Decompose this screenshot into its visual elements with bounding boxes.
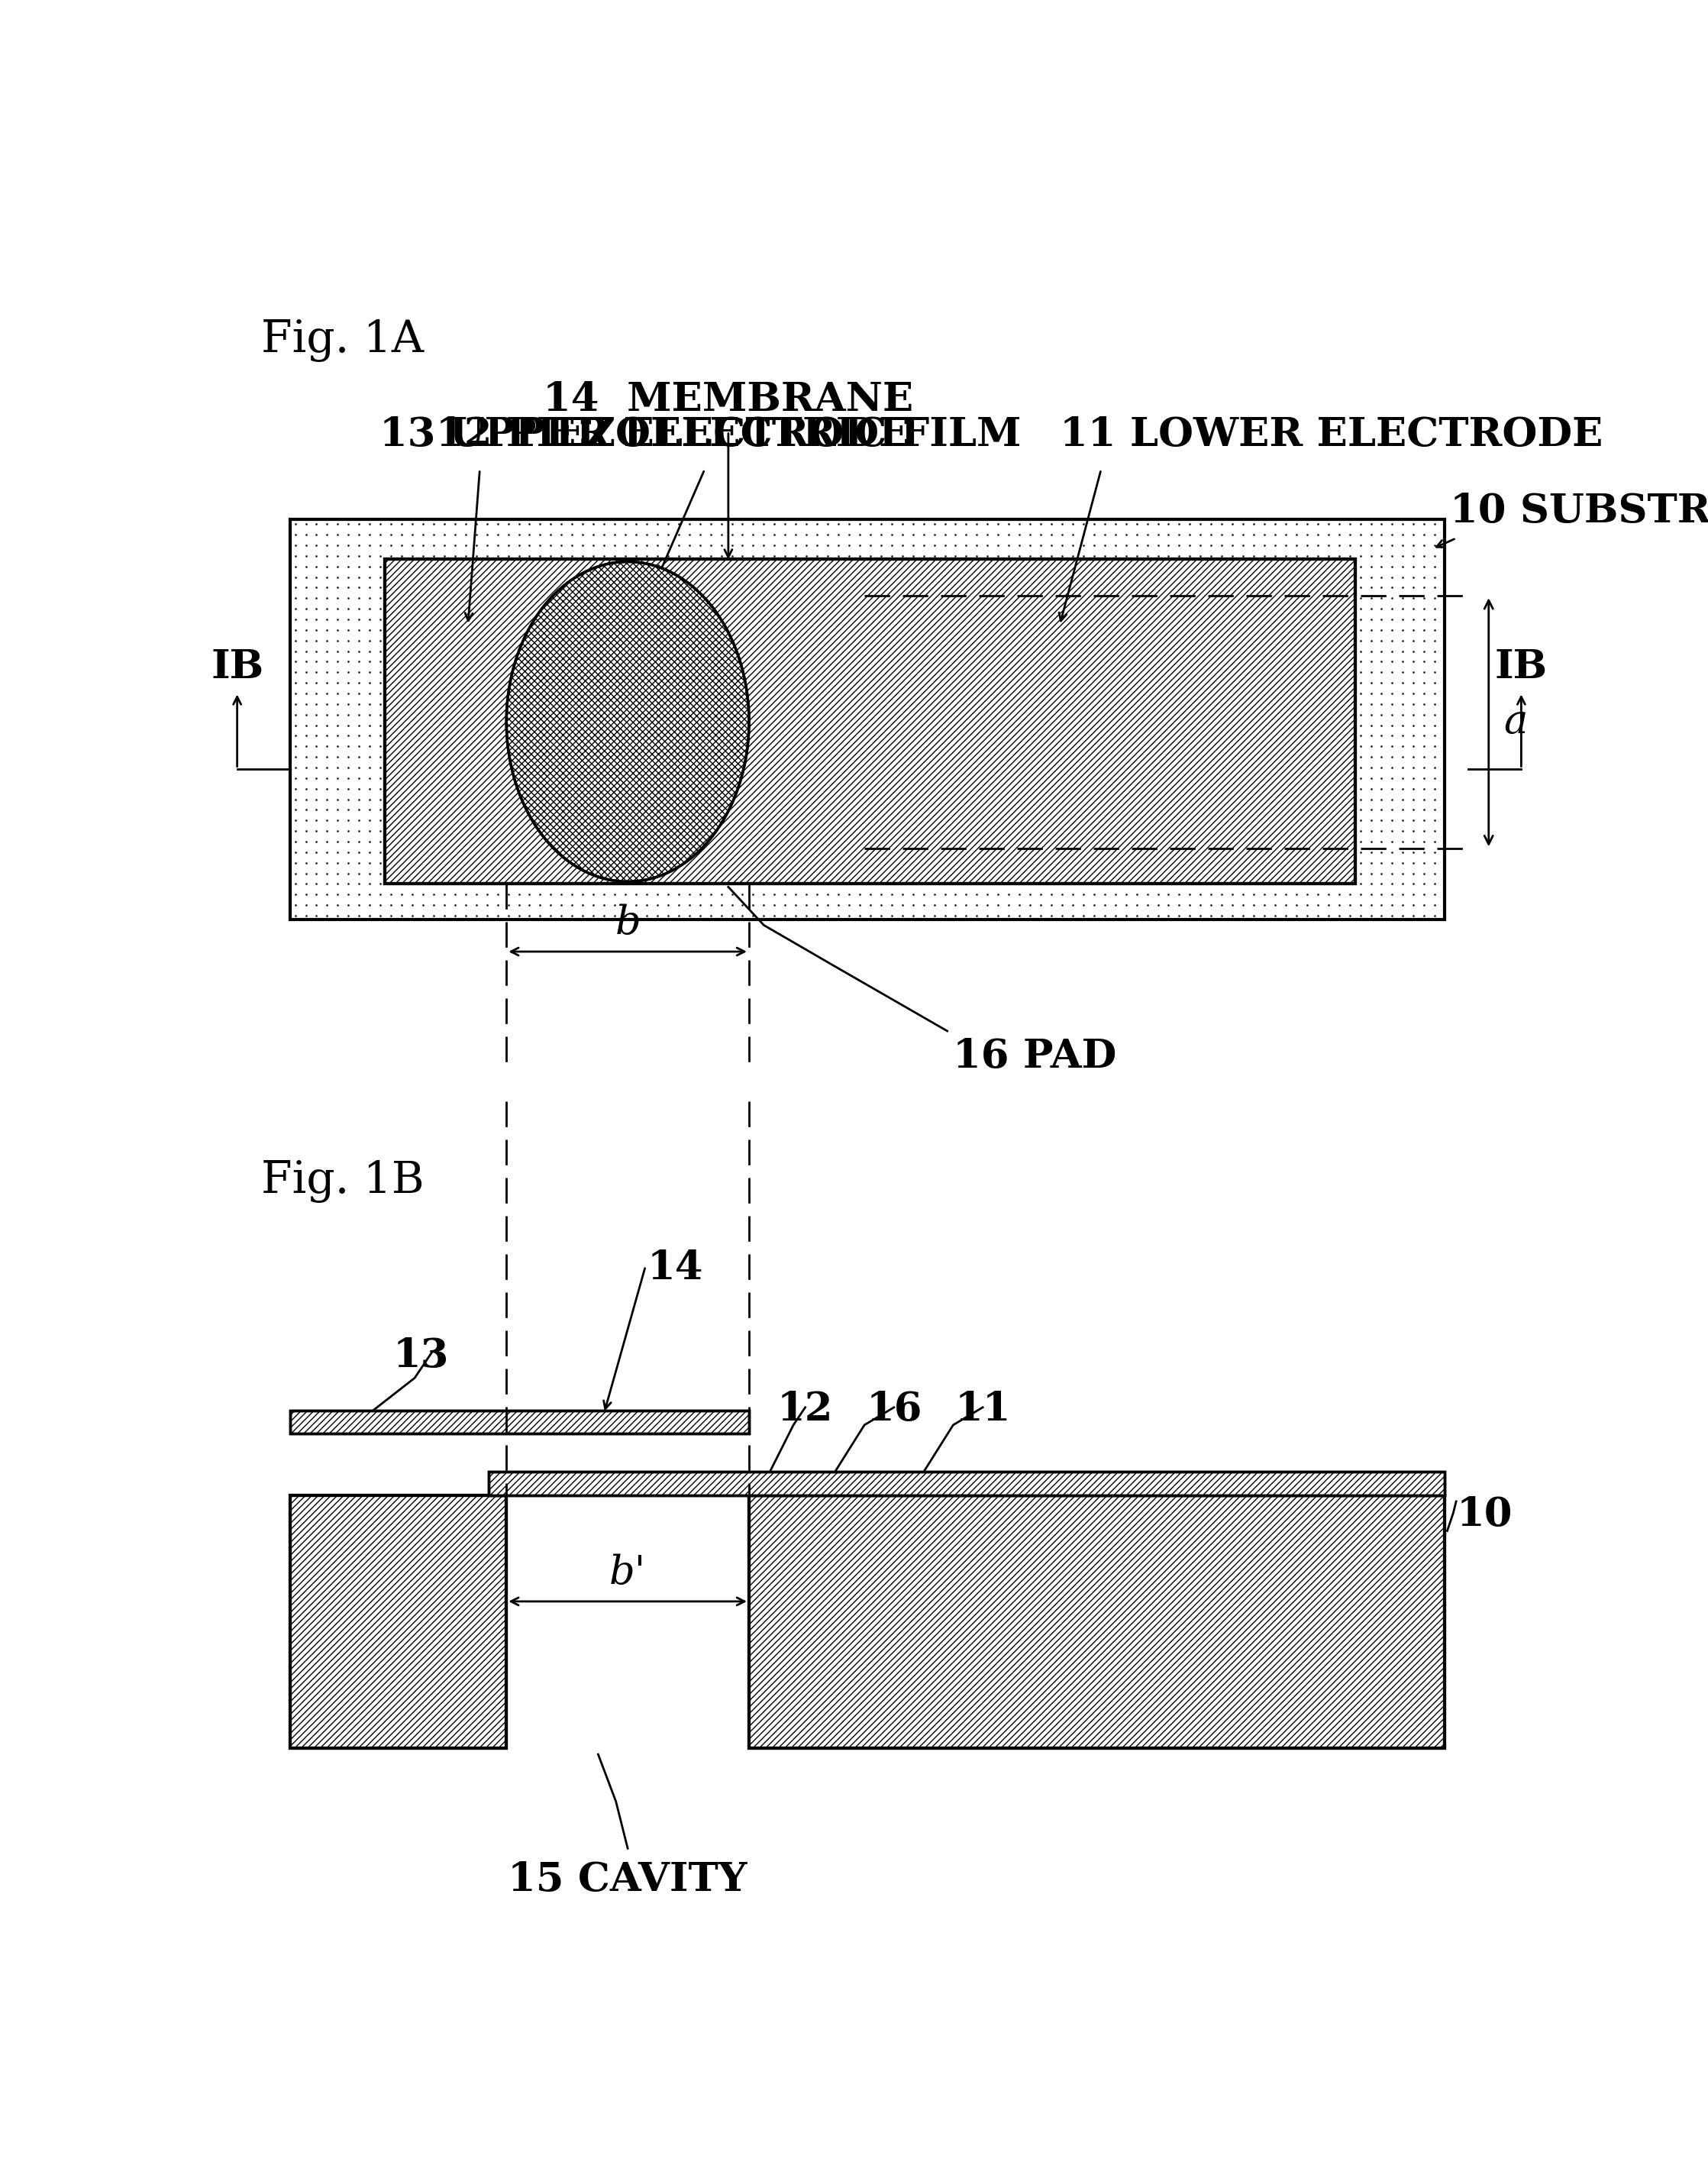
Text: b: b	[615, 904, 640, 943]
Bar	[384, 560, 1356, 884]
Bar	[290, 1410, 750, 1434]
Text: 13 UPPER ELECTRODE: 13 UPPER ELECTRODE	[379, 415, 909, 454]
Text: Fig. 1A: Fig. 1A	[261, 319, 424, 363]
Bar	[488, 1473, 1445, 1497]
Text: 15 CAVITY: 15 CAVITY	[507, 1859, 748, 1898]
Bar	[750, 1497, 1445, 1748]
Bar	[290, 1497, 506, 1748]
Text: 10: 10	[1457, 1497, 1512, 1533]
Text: IB: IB	[1494, 647, 1547, 686]
Text: 11 LOWER ELECTRODE: 11 LOWER ELECTRODE	[1059, 415, 1602, 454]
Bar	[384, 560, 1356, 884]
Text: 13: 13	[393, 1336, 449, 1375]
Text: 16 PAD: 16 PAD	[953, 1036, 1117, 1075]
Bar	[290, 1410, 750, 1434]
Text: b': b'	[610, 1553, 646, 1592]
Ellipse shape	[506, 563, 750, 882]
Bar	[750, 1497, 1445, 1748]
Bar	[488, 1473, 1445, 1497]
Text: 10 SUBSTRATE: 10 SUBSTRATE	[1450, 493, 1708, 532]
Text: 14  MEMBRANE: 14 MEMBRANE	[543, 380, 914, 419]
Text: 12: 12	[777, 1390, 834, 1429]
Bar	[290, 1497, 506, 1748]
Bar	[290, 519, 1445, 919]
Text: 14: 14	[647, 1249, 704, 1288]
Text: 16: 16	[866, 1390, 922, 1429]
Text: Fig. 1B: Fig. 1B	[261, 1160, 424, 1203]
Text: 11: 11	[955, 1390, 1011, 1429]
Text: IB: IB	[210, 647, 263, 686]
Bar	[384, 560, 1356, 884]
Text: a: a	[1503, 704, 1527, 743]
Text: 12 PIEZOELECTRIC FILM: 12 PIEZOELECTRIC FILM	[436, 415, 1021, 454]
